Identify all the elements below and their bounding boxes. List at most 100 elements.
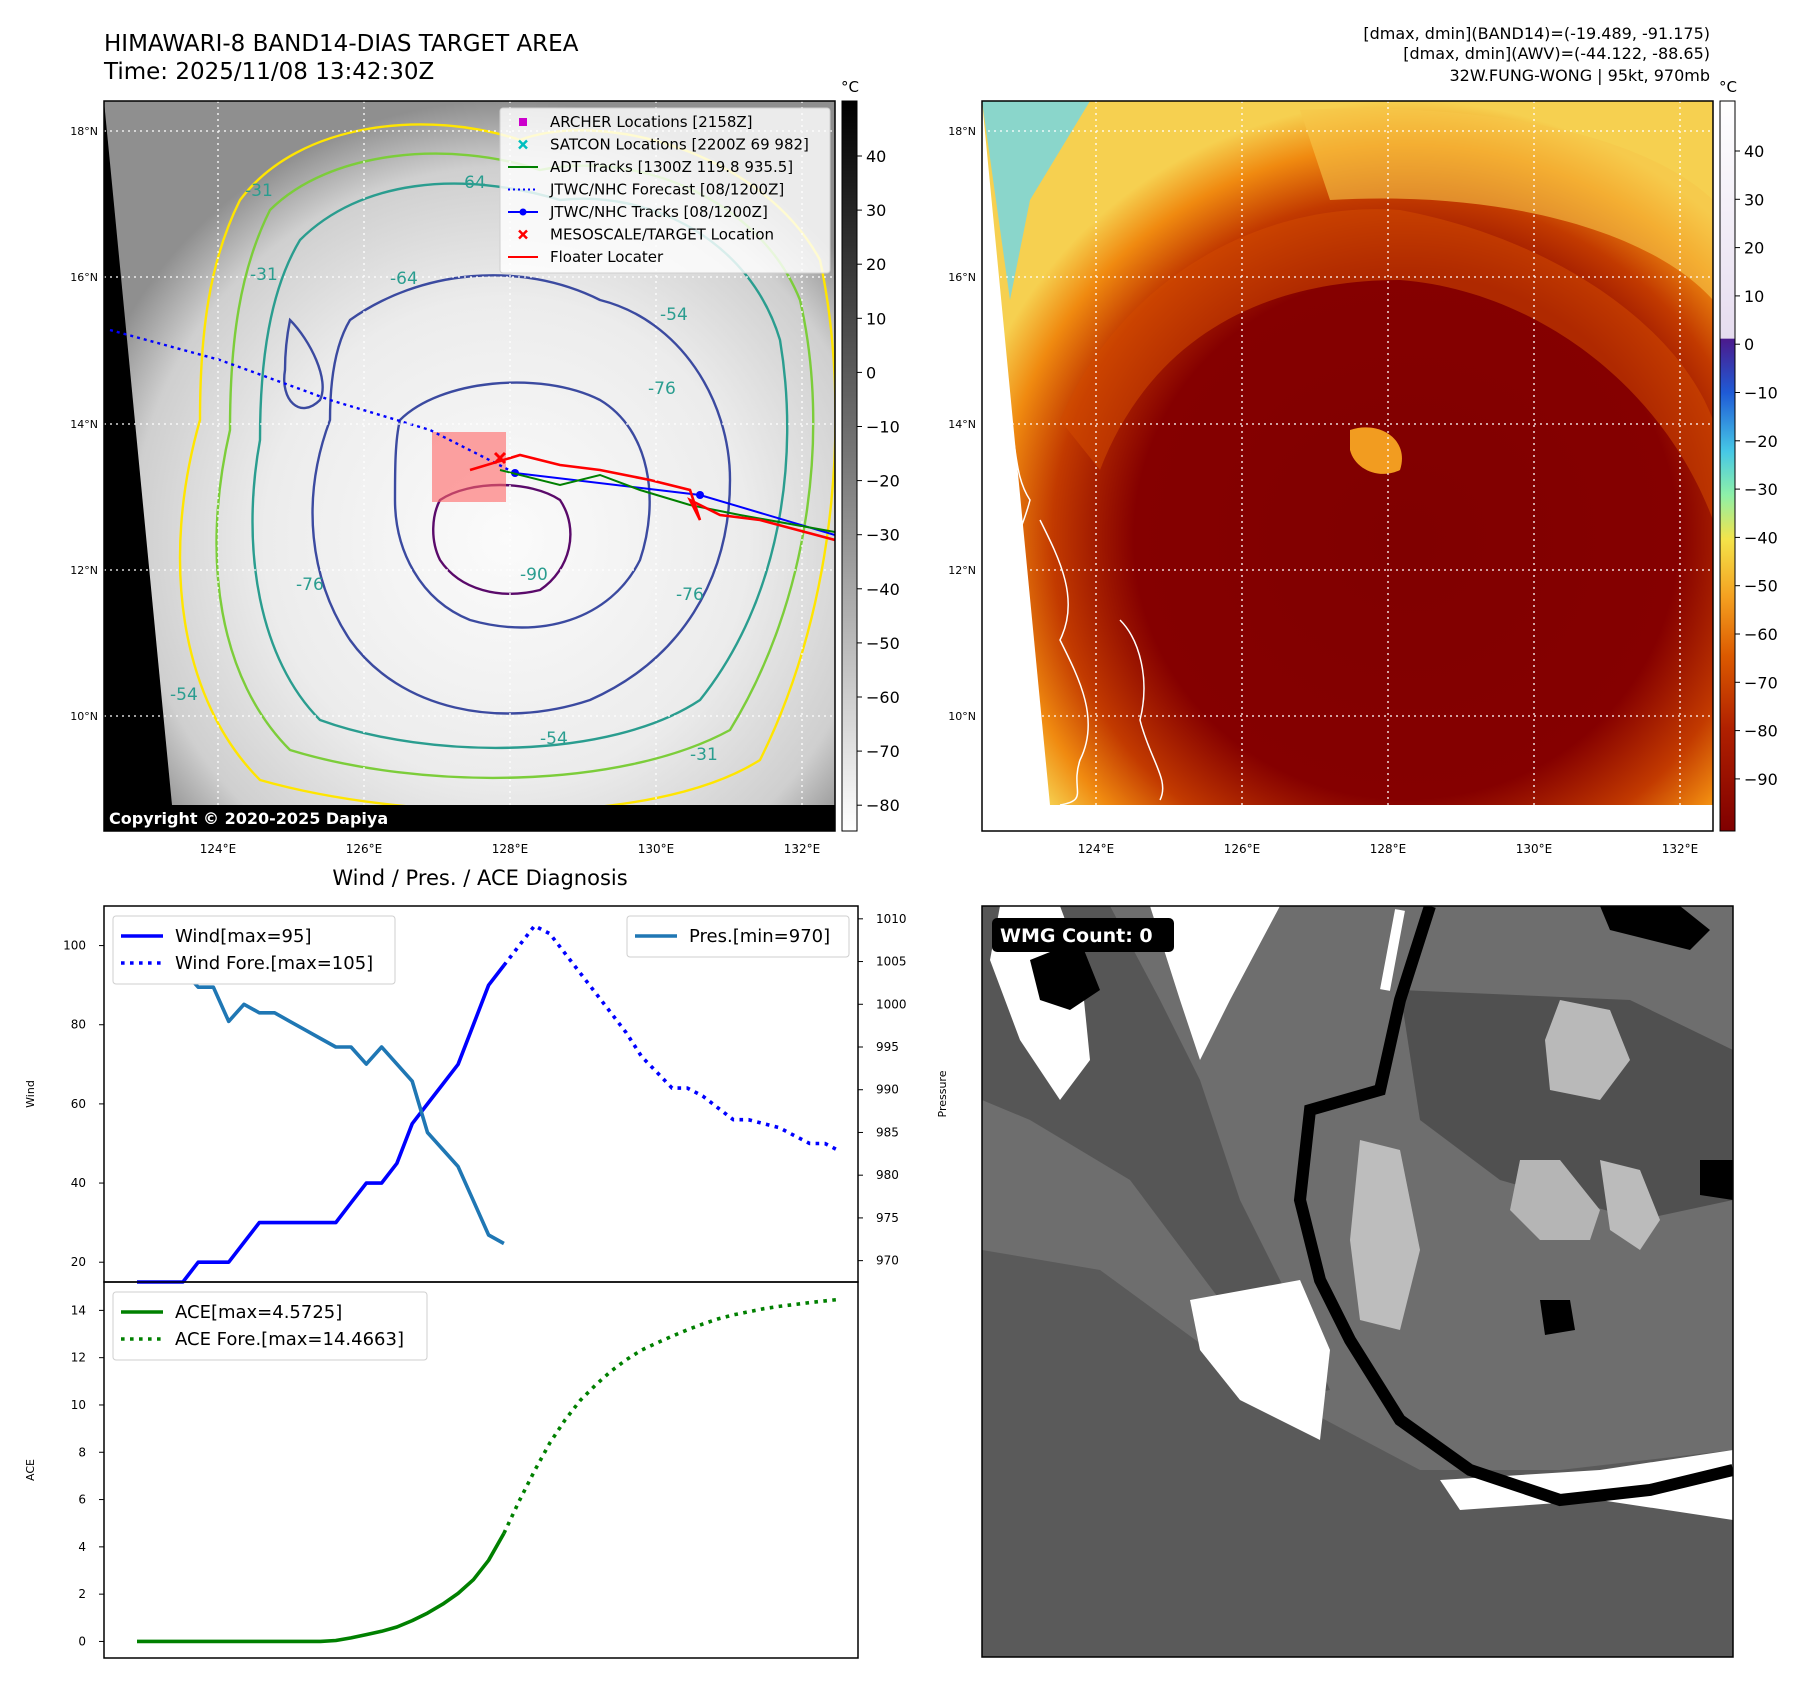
right-coastlines xyxy=(999,399,1164,806)
colorbar-tick-label: −70 xyxy=(866,742,900,761)
lon-label: 128°E xyxy=(492,842,529,856)
legend-label: Floater Locater xyxy=(550,248,664,266)
left-map-panel: -31 -54 -64 -76 -76 -54 -31 -90 -76 -54 … xyxy=(70,78,900,856)
y-tick-label: 14 xyxy=(71,1303,86,1317)
y-tick-label: 6 xyxy=(78,1493,86,1507)
left-colorbar: °C 40 30 20 10 0 −10 −20 −30 −40 −50 −60 −70 −80 xyxy=(841,78,900,832)
lon-label: 126°E xyxy=(1224,842,1261,856)
left-legend: ARCHER Locations [2158Z] SATCON Locations… xyxy=(499,107,831,274)
y-tick-label: 60 xyxy=(71,1097,86,1111)
lat-label: 14°N xyxy=(948,418,976,431)
contour-label: -76 xyxy=(676,585,704,605)
chart-legend: ACE[max=4.5725] ACE Fore.[max=14.4663] xyxy=(112,1291,428,1361)
legend-item: SATCON Locations [2200Z 69 982] xyxy=(518,136,809,154)
chart-legend-label: Wind[max=95] xyxy=(175,926,312,947)
copyright-text: Copyright © 2020-2025 Dapiya xyxy=(109,809,388,828)
colorbar-tick-label: 0 xyxy=(1744,335,1754,354)
colorbar-tick-label: 10 xyxy=(866,309,886,328)
stats-line-2: [dmax, dmin](AWV)=(-44.122, -88.65) xyxy=(1403,44,1710,63)
stats-line-1: [dmax, dmin](BAND14)=(-19.489, -91.175) xyxy=(1363,24,1710,43)
y-tick-label: 40 xyxy=(71,1176,86,1190)
colorbar-tick-label: −80 xyxy=(866,796,900,815)
legend-item: JTWC/NHC Forecast [08/1200Z] xyxy=(508,181,784,199)
legend-swatch xyxy=(519,118,527,126)
y-tick-label: 80 xyxy=(71,1018,86,1032)
right-colorbar: °C 40 30 20 10 0 −10 −20 −30 −40 −50 −60 −70 −80 −90 xyxy=(1719,78,1778,832)
right-map-panel: 18°N 16°N 14°N 12°N 10°N 124°E 126°E 128°E 130°… xyxy=(948,78,1778,856)
jtwc-forecast-track xyxy=(109,328,516,475)
wmg-panel: WMG Count: 0 xyxy=(981,905,1734,1658)
left-lon-labels: 124°E 126°E 128°E 130°E 132°E xyxy=(200,842,821,856)
y-tick-label: 0 xyxy=(78,1634,86,1648)
copyright-box: Copyright © 2020-2025 Dapiya xyxy=(104,805,835,831)
adt-tracks xyxy=(499,469,835,533)
legend-swatch xyxy=(518,229,528,240)
lat-label: 18°N xyxy=(70,125,98,138)
colorbar-tick-label: −60 xyxy=(866,688,900,707)
ace-chart: 0 2 4 6 8 10 12 14 ACE ACE[max=4.5725] ACE Fore.[m… xyxy=(24,1281,859,1659)
legend-label: ARCHER Locations [2158Z] xyxy=(550,113,753,131)
figure-title: HIMAWARI-8 BAND14-DIAS TARGET AREA xyxy=(104,31,579,57)
colorbar-tick-label: −80 xyxy=(1744,722,1778,741)
left-colorbar-unit: °C xyxy=(841,78,859,96)
floater-locater-track xyxy=(469,453,835,542)
y-right-tick-label: 975 xyxy=(876,1211,899,1225)
colorbar-tick-label: −90 xyxy=(1744,770,1778,789)
colorbar-tick-label: −40 xyxy=(866,580,900,599)
figure-time: Time: 2025/11/08 13:42:30Z xyxy=(103,59,434,85)
y-right-tick-label: 1000 xyxy=(876,997,907,1011)
lon-label: 132°E xyxy=(1662,842,1699,856)
lon-label: 126°E xyxy=(346,842,383,856)
colorbar-tick-label: −20 xyxy=(866,472,900,491)
lat-label: 10°N xyxy=(70,710,98,723)
colorbar-tick-label: 40 xyxy=(866,147,886,166)
chart-legend-label: Wind Fore.[max=105] xyxy=(175,953,373,974)
right-map-gridlines xyxy=(982,101,1713,831)
legend-swatch xyxy=(519,208,527,216)
lat-label: 12°N xyxy=(948,564,976,577)
lat-label: 16°N xyxy=(70,271,98,284)
lon-label: 130°E xyxy=(1516,842,1553,856)
lon-label: 128°E xyxy=(1370,842,1407,856)
y-axis-label: ACE xyxy=(24,1459,37,1481)
legend-label: MESOSCALE/TARGET Location xyxy=(550,226,774,244)
series-line xyxy=(137,1532,506,1644)
colorbar-tick-label: 10 xyxy=(1744,287,1764,306)
y-right-tick-label: 990 xyxy=(876,1083,899,1097)
legend-item: Floater Locater xyxy=(508,248,664,266)
chart-legend: Wind[max=95] Wind Fore.[max=105] xyxy=(112,915,396,985)
y-right-tick-label: 980 xyxy=(876,1168,899,1182)
contour-label: -54 xyxy=(170,685,198,705)
colorbar-tick-label: −70 xyxy=(1744,673,1778,692)
colorbar-tick-label: −10 xyxy=(866,418,900,437)
chart-legend-label: Pres.[min=970] xyxy=(689,926,830,947)
wind-pressure-chart: 20 40 60 80 100 970 975 980 985 990 995 1000 1005 101… xyxy=(24,905,949,1284)
chart-legend-label: ACE[max=4.5725] xyxy=(175,1302,342,1323)
contour-label: -76 xyxy=(296,575,324,595)
y-tick-label: 12 xyxy=(71,1351,86,1365)
y-right-axis-label: Pressure xyxy=(936,1070,949,1117)
plot-frame xyxy=(103,1281,859,1659)
colorbar-tick-label: 0 xyxy=(866,363,876,382)
lat-label: 14°N xyxy=(70,418,98,431)
right-lon-labels: 124°E 126°E 128°E 130°E 132°E xyxy=(1078,842,1699,856)
legend-item: ARCHER Locations [2158Z] xyxy=(519,113,753,131)
mesoscale-target-marker xyxy=(493,451,507,465)
series-line xyxy=(502,1297,841,1535)
left-lat-labels: 18°N 16°N 14°N 12°N 10°N xyxy=(70,125,98,723)
wmg-count-label: WMG Count: 0 xyxy=(1000,925,1153,947)
lat-label: 18°N xyxy=(948,125,976,138)
series-line xyxy=(135,926,505,1246)
legend-label: JTWC/NHC Forecast [08/1200Z] xyxy=(549,181,784,199)
contour-label: -31 xyxy=(245,181,273,201)
colorbar-tick-label: −50 xyxy=(1744,577,1778,596)
wmg-image xyxy=(982,906,1733,1657)
lon-label: 124°E xyxy=(1078,842,1115,856)
chart-legend-frame xyxy=(112,915,396,985)
right-lat-labels: 18°N 16°N 14°N 12°N 10°N xyxy=(948,125,976,723)
diagnosis-title: Wind / Pres. / ACE Diagnosis xyxy=(332,866,627,890)
series-line xyxy=(137,964,506,1284)
legend-swatch xyxy=(518,139,528,150)
y-right-tick-label: 1010 xyxy=(876,912,907,926)
